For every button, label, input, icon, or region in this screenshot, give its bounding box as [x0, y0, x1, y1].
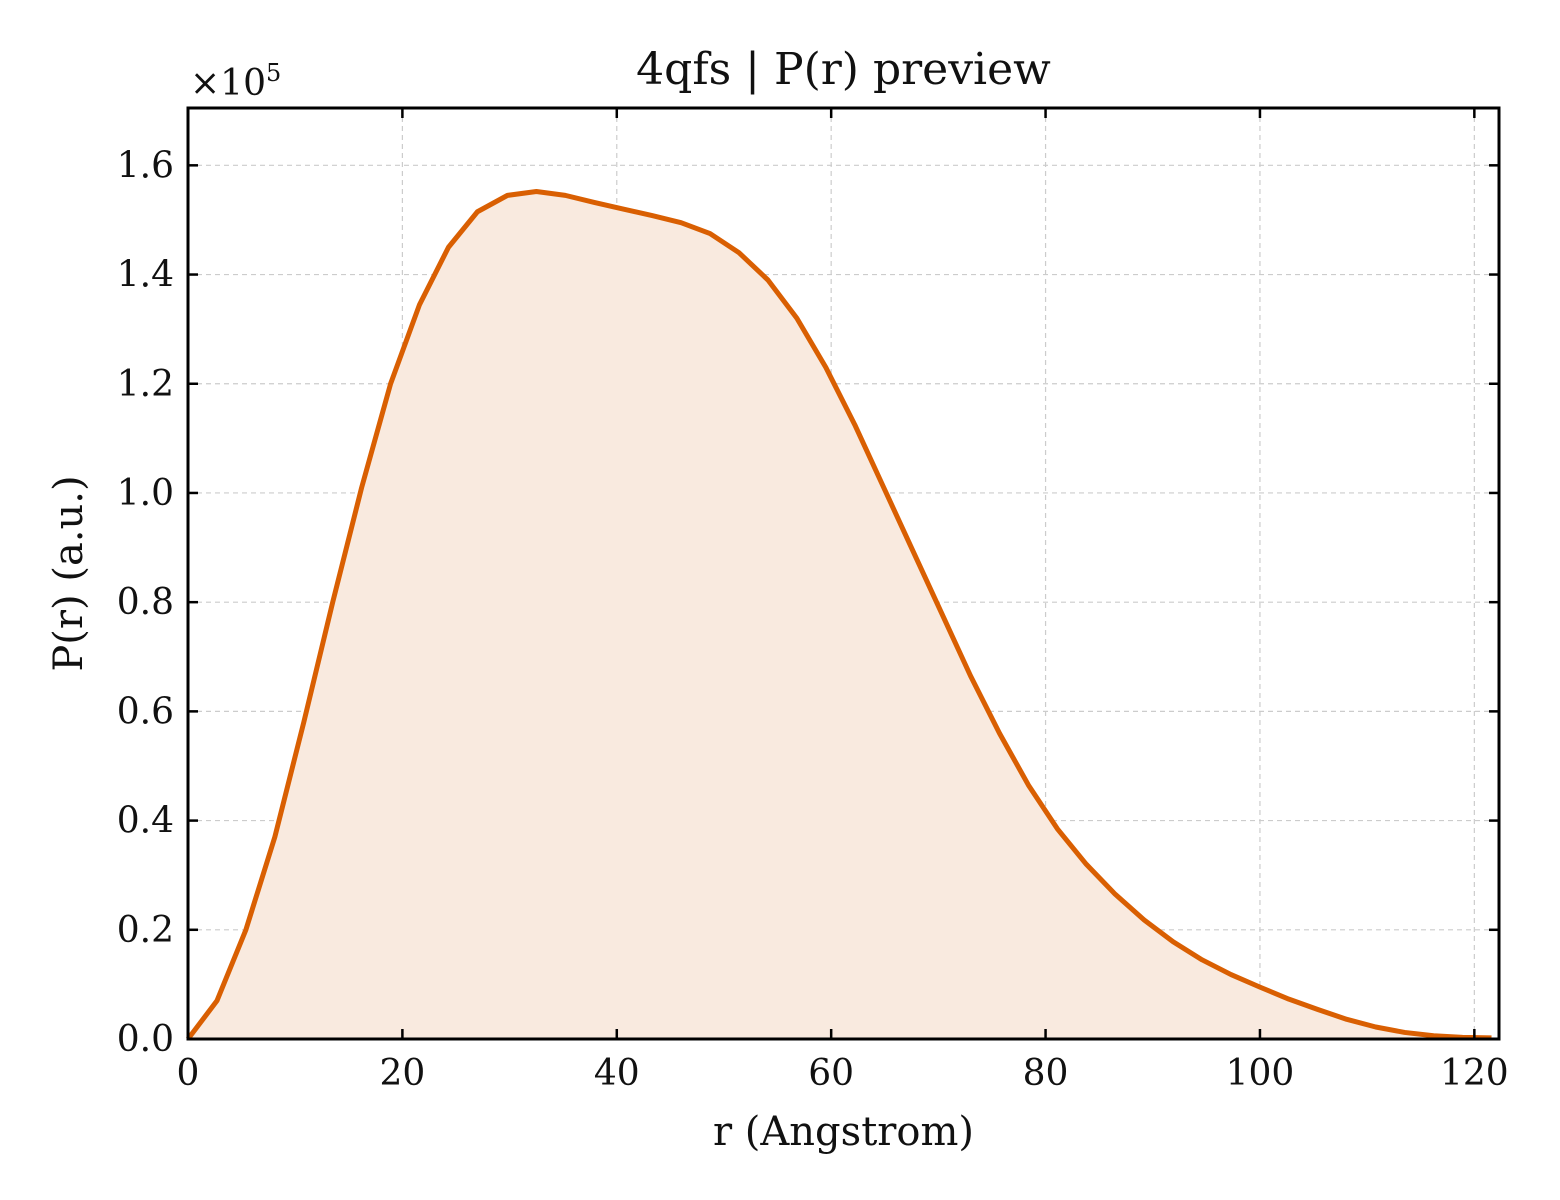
x-tick-label: 120 [1440, 1053, 1509, 1094]
series-line [186, 189, 1492, 1041]
x-tick-label: 80 [1023, 1053, 1069, 1094]
x-tick-label: 100 [1226, 1053, 1295, 1094]
y-axis-label: P(r) (a.u.) [46, 475, 92, 671]
y-axis-multiplier: ×105 [190, 59, 281, 104]
y-axis-multiplier-exponent: 5 [266, 59, 281, 87]
x-tick-label: 0 [177, 1053, 200, 1094]
x-axis-label: r (Angstrom) [713, 1109, 974, 1155]
y-tick-label: 0.0 [117, 1019, 174, 1060]
chart-title: 4qfs | P(r) preview [636, 44, 1051, 95]
y-tick-label: 1.2 [117, 364, 174, 405]
y-axis-multiplier-base: ×10 [190, 63, 266, 104]
y-tick-label: 0.2 [117, 910, 174, 951]
y-tick-label: 1.4 [117, 255, 174, 296]
x-tick-label: 40 [594, 1053, 640, 1094]
y-tick-label: 1.6 [117, 145, 174, 186]
area-fill [188, 191, 1492, 1040]
plot-frame [186, 106, 1501, 1041]
y-tick-label: 0.8 [117, 582, 174, 623]
x-tick-label: 20 [379, 1053, 425, 1094]
y-tick-label: 0.4 [117, 801, 174, 842]
tick-labels: 0 20 40 60 80 100 120 0.0 0.2 0.4 0.6 0.8 1.0 1.2 1.4 1… [117, 145, 1509, 1094]
y-tick-label: 1.0 [117, 473, 174, 514]
y-tick-label: 0.6 [117, 691, 174, 732]
tick-marks [186, 108, 1499, 1041]
x-tick-label: 60 [808, 1053, 854, 1094]
